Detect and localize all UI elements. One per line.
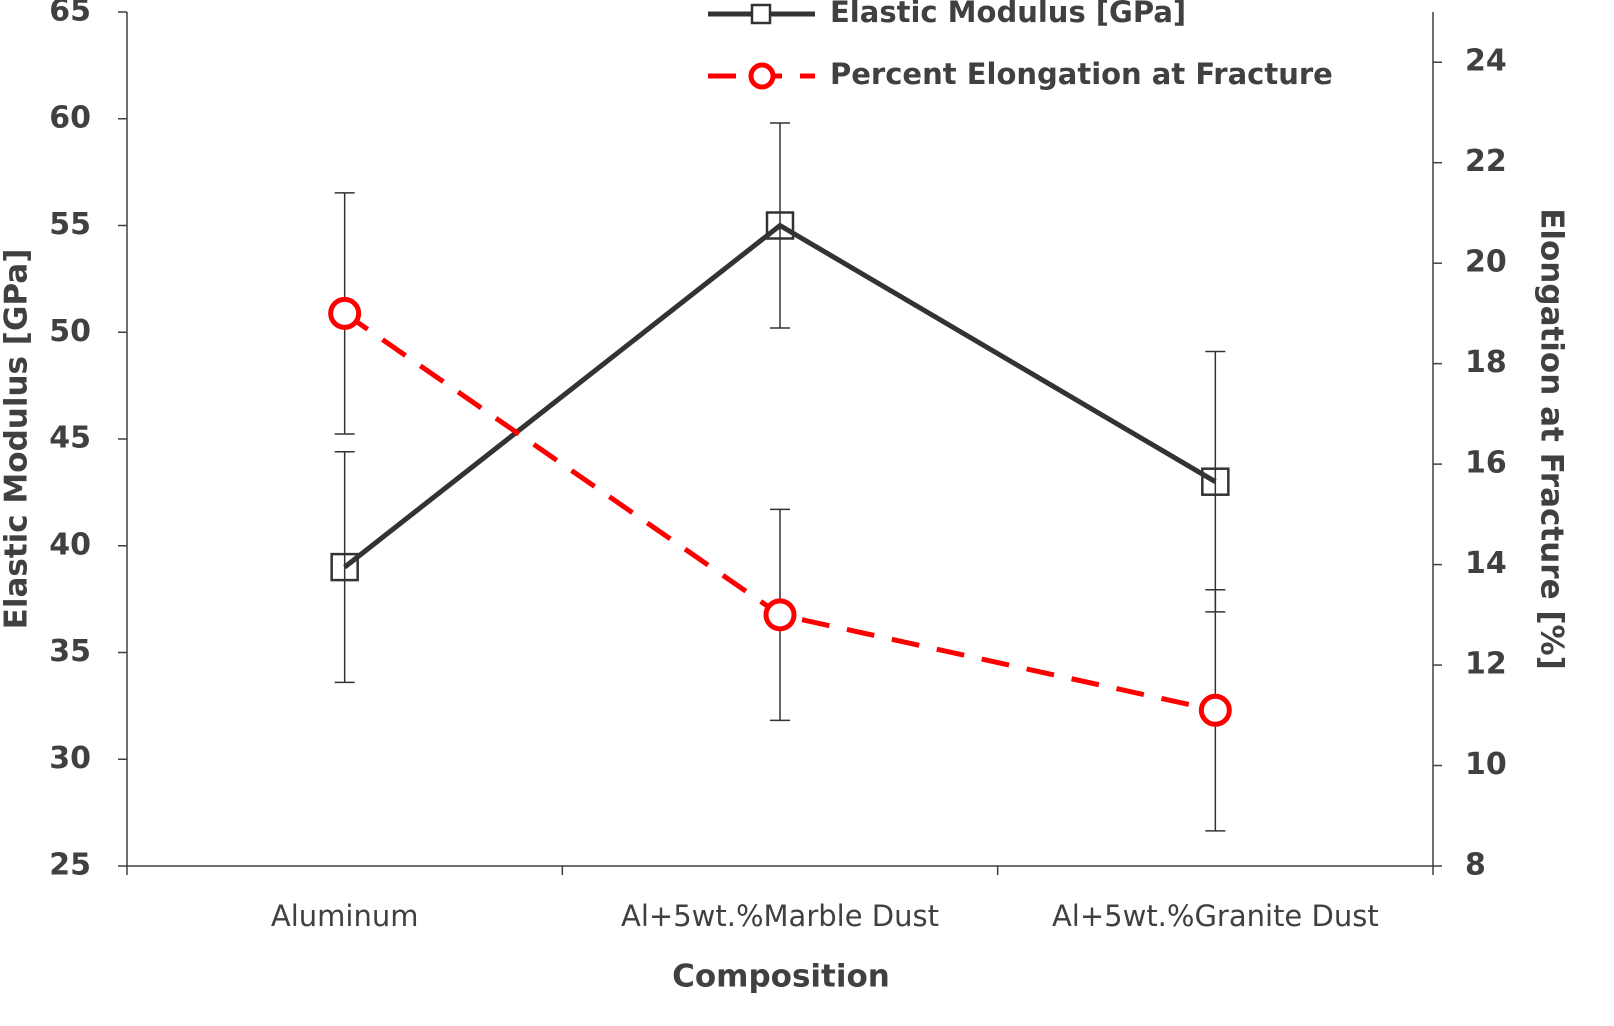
y2-tick-label: 8 <box>1465 848 1486 883</box>
marker <box>1201 467 1230 496</box>
x-axis-label: Composition <box>672 959 890 995</box>
y-axis-label: Elastic Modulus [GPa] <box>0 249 35 630</box>
legend-label: Elastic Modulus [GPa] <box>830 0 1186 29</box>
x-tick-label: Al+5wt.%Granite Dust <box>1052 899 1379 933</box>
y-tick-label: 40 <box>49 527 91 562</box>
y2-tick-label: 18 <box>1465 345 1507 380</box>
y-tick-label: 25 <box>49 848 91 883</box>
marker <box>1198 693 1232 727</box>
y-tick-label: 60 <box>49 100 91 135</box>
y-tick-label: 35 <box>49 634 91 669</box>
y2-tick-label: 14 <box>1465 546 1507 581</box>
y2-tick-label: 20 <box>1465 245 1507 280</box>
legend-label: Percent Elongation at Fracture <box>830 57 1333 91</box>
y2-tick-label: 16 <box>1465 446 1507 481</box>
marker <box>330 552 359 582</box>
y-tick-label: 45 <box>49 421 91 456</box>
y-tick-label: 30 <box>49 741 91 776</box>
series-line <box>343 222 1217 570</box>
y2-axis-label: Elongation at Fracture [%] <box>1534 208 1570 670</box>
x-tick-label: Al+5wt.%Marble Dust <box>621 899 939 933</box>
legend-marker <box>750 3 772 25</box>
marker <box>763 598 797 632</box>
y-tick-label: 55 <box>49 207 91 242</box>
y2-tick-label: 10 <box>1465 747 1507 782</box>
y2-tick-label: 24 <box>1465 44 1507 79</box>
y2-tick-label: 12 <box>1465 647 1507 682</box>
legend-marker <box>748 62 776 90</box>
x-tick-label: Aluminum <box>271 899 419 933</box>
marker <box>328 296 362 330</box>
y-tick-label: 50 <box>49 314 91 349</box>
marker <box>765 211 795 240</box>
y-tick-label: 65 <box>49 0 91 29</box>
y2-tick-label: 22 <box>1465 144 1507 179</box>
